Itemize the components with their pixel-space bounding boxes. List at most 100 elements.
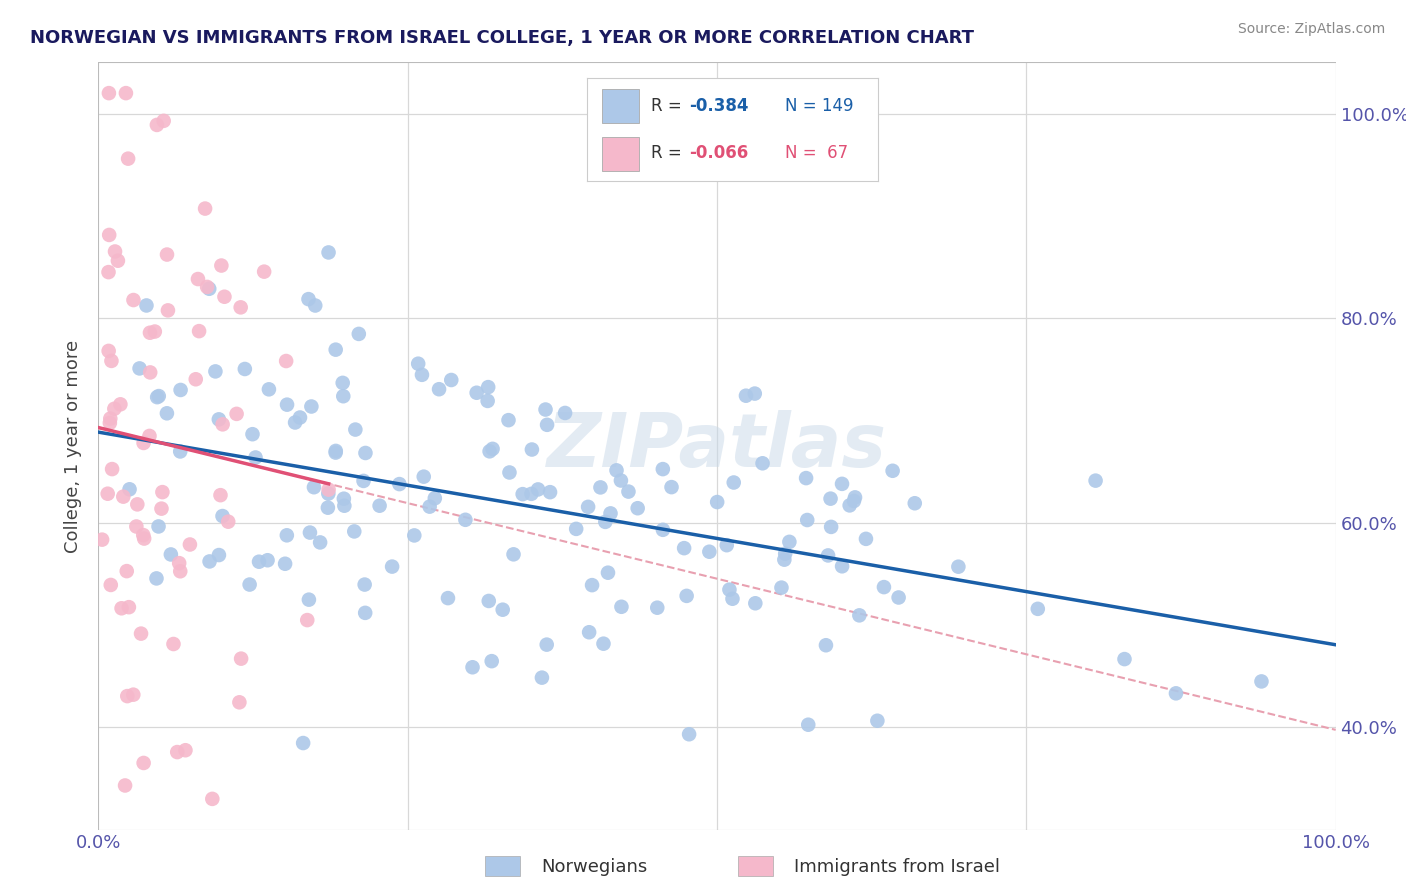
Point xyxy=(242,427,264,442)
Point xyxy=(465,385,488,400)
Point xyxy=(98,227,121,242)
Point xyxy=(536,417,558,432)
Point xyxy=(188,324,211,338)
Point xyxy=(610,599,633,614)
Point xyxy=(1250,674,1272,689)
Point xyxy=(751,456,773,470)
Point xyxy=(225,407,247,421)
Point xyxy=(117,152,139,166)
Point xyxy=(332,389,354,403)
Point xyxy=(661,480,683,494)
Point xyxy=(274,557,297,571)
Point xyxy=(576,500,599,514)
Point xyxy=(817,549,839,563)
Point xyxy=(610,474,633,488)
Point xyxy=(104,244,127,259)
Point xyxy=(1164,686,1187,700)
Point xyxy=(873,580,896,594)
Point xyxy=(605,463,627,477)
Point xyxy=(214,290,236,304)
Point xyxy=(723,475,745,490)
Point xyxy=(98,411,121,425)
Point xyxy=(132,756,155,770)
Point xyxy=(179,537,201,551)
Point xyxy=(388,477,411,491)
Point xyxy=(440,373,463,387)
Point xyxy=(107,253,129,268)
Point xyxy=(110,397,132,411)
Point xyxy=(132,436,155,450)
Point xyxy=(502,547,524,561)
Point xyxy=(716,538,738,552)
Point xyxy=(404,528,426,542)
Point xyxy=(814,638,837,652)
Point xyxy=(855,532,877,546)
Point xyxy=(354,606,377,620)
Point xyxy=(209,488,232,502)
Point xyxy=(146,390,169,404)
Point xyxy=(848,608,870,623)
Point xyxy=(770,581,793,595)
Point xyxy=(948,559,970,574)
Point xyxy=(118,600,141,615)
Point xyxy=(204,364,226,378)
Point xyxy=(98,416,121,430)
Point xyxy=(145,571,167,585)
Point xyxy=(169,564,191,578)
Point xyxy=(217,515,239,529)
Point xyxy=(481,654,503,668)
Point xyxy=(114,779,136,793)
Point xyxy=(150,501,173,516)
Point xyxy=(461,660,484,674)
Point xyxy=(538,485,561,500)
Point xyxy=(146,118,169,132)
Point xyxy=(536,638,558,652)
Point xyxy=(156,303,179,318)
Point xyxy=(675,589,697,603)
Point xyxy=(138,429,160,443)
Point xyxy=(316,500,339,515)
Point xyxy=(139,326,162,340)
Point xyxy=(100,354,122,368)
Point xyxy=(127,497,149,511)
Point xyxy=(794,471,817,485)
Point xyxy=(129,626,152,640)
Point xyxy=(245,450,267,465)
Point xyxy=(122,293,145,307)
Point xyxy=(778,534,800,549)
Point xyxy=(169,444,191,458)
Point xyxy=(288,410,311,425)
Point xyxy=(651,462,673,476)
Point xyxy=(318,483,340,497)
Point xyxy=(581,578,603,592)
Point xyxy=(135,298,157,312)
Point xyxy=(838,499,860,513)
Point xyxy=(565,522,588,536)
Point xyxy=(101,462,124,476)
Point xyxy=(333,499,356,513)
Point xyxy=(125,519,148,533)
Point xyxy=(152,113,174,128)
Point xyxy=(298,592,321,607)
Point xyxy=(343,524,366,539)
Point xyxy=(208,548,231,562)
Point xyxy=(134,532,156,546)
Point xyxy=(292,736,315,750)
Point xyxy=(325,343,347,357)
Point xyxy=(735,389,758,403)
Point xyxy=(302,480,325,494)
Point xyxy=(256,553,278,567)
Point xyxy=(419,500,441,514)
Point xyxy=(592,637,614,651)
Point xyxy=(1114,652,1136,666)
Point xyxy=(194,202,217,216)
Point xyxy=(481,442,503,456)
Point xyxy=(184,372,207,386)
Point xyxy=(195,280,218,294)
Point xyxy=(599,507,621,521)
Point xyxy=(162,637,184,651)
Point xyxy=(820,491,842,506)
Point xyxy=(118,483,141,497)
Point xyxy=(187,272,209,286)
Point xyxy=(115,86,138,100)
